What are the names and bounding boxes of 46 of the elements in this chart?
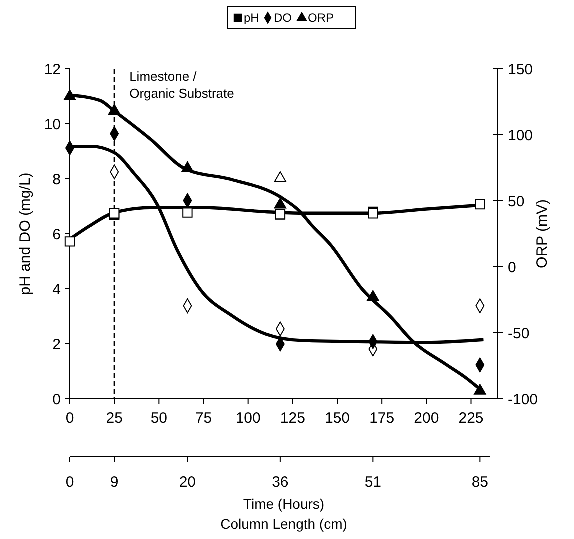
point [64, 236, 76, 247]
legend-label: ORP [308, 11, 334, 25]
annotation: 0 [66, 474, 74, 491]
annotation: 36 [272, 474, 289, 491]
x-axis-title: Time (Hours) [243, 496, 325, 512]
legend-label: pH [244, 11, 260, 25]
point [367, 290, 380, 302]
y2-tick-label: 100 [508, 127, 534, 144]
y-axis-title: pH and DO (mg/L) [17, 172, 34, 296]
y-tick-label: 0 [52, 391, 61, 408]
y-tick-label: 2 [52, 336, 61, 354]
y-tick-label: 6 [52, 226, 61, 244]
point [475, 199, 486, 210]
x-tick-label: 100 [236, 410, 261, 427]
x-tick-label: 200 [414, 410, 440, 427]
legend-label: DO [274, 11, 292, 25]
x-tick-label: 25 [106, 410, 123, 427]
x-tick-label: 225 [458, 410, 484, 427]
point [108, 104, 121, 115]
y-tick-label: 8 [52, 171, 61, 188]
y2-axis-title: ORP (mV) [534, 200, 551, 268]
y2-tick-label: 50 [508, 193, 525, 210]
x2-axis-title: Column Length (cm) [220, 516, 348, 532]
annotation: 20 [179, 474, 196, 491]
point [64, 90, 76, 100]
x-tick-label: 75 [195, 410, 212, 427]
annotation: 9 [110, 474, 119, 491]
point [274, 172, 287, 182]
y2-tick-label: 150 [508, 61, 534, 78]
x-tick-label: 0 [66, 410, 74, 427]
x-tick-label: 125 [280, 410, 306, 427]
annotation: 85 [472, 474, 489, 491]
y2-tick-label: -50 [508, 325, 530, 342]
point [182, 162, 194, 172]
x-tick-label: 175 [370, 410, 395, 427]
x-tick-label: 150 [324, 410, 350, 427]
x-tick-label: 50 [150, 410, 168, 427]
y-tick-label: 10 [44, 116, 61, 134]
y-tick-label: 4 [52, 281, 61, 298]
y2-tick-label: 0 [508, 259, 516, 276]
y-tick-label: 12 [44, 61, 61, 78]
point [274, 198, 287, 209]
annotation: 51 [364, 474, 382, 491]
ref-line-label: Limestone / Organic Substrate [130, 69, 234, 101]
point [474, 384, 486, 395]
y2-tick-label: -100 [508, 391, 538, 408]
